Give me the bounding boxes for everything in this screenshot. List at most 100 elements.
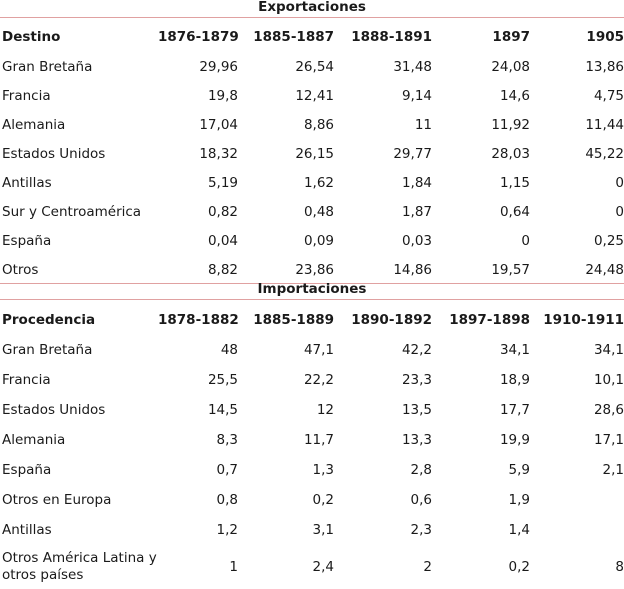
imports-top-rule — [0, 283, 624, 284]
row-label: Sur y Centroamérica — [2, 203, 142, 220]
exports-row-antillas: Antillas 5,19 1,62 1,84 1,15 0 — [0, 168, 624, 197]
exports-row-estados-unidos: Estados Unidos 18,32 26,15 29,77 28,03 4… — [0, 139, 624, 168]
cell-value — [530, 485, 624, 515]
cell-value: 1,2 — [216, 522, 238, 538]
cell-value: 12 — [316, 402, 334, 418]
imports-row-gran-bretana: Gran Bretaña 48 47,1 42,2 34,1 34,1 — [0, 335, 624, 365]
exports-title: Exportaciones — [258, 0, 366, 15]
cell-value: 17,04 — [199, 116, 238, 133]
exports-header-period-4: 1897 — [492, 29, 530, 45]
cell-value: 0 — [615, 203, 624, 220]
cell-value: 18,9 — [499, 372, 530, 388]
imports-title: Importaciones — [257, 281, 367, 297]
cell-value: 0,48 — [303, 203, 334, 220]
cell-value: 0,2 — [312, 492, 334, 508]
cell-value: 1,4 — [508, 522, 530, 538]
row-label: Alemania — [2, 432, 66, 448]
cell-value: 26,15 — [295, 145, 334, 162]
cell-value: 34,1 — [593, 342, 624, 358]
cell-value: 13,5 — [401, 402, 432, 418]
cell-value: 4,75 — [593, 87, 624, 104]
cell-value: 31,48 — [393, 58, 432, 75]
exports-header-row: Destino 1876-1879 1885-1887 1888-1891 18… — [0, 22, 624, 52]
cell-value: 12,41 — [295, 87, 334, 104]
cell-value: 0,82 — [207, 203, 238, 220]
imports-header-period-5: 1910-1911 — [543, 312, 624, 328]
imports-row-antillas: Antillas 1,2 3,1 2,3 1,4 — [0, 515, 624, 545]
row-label: España — [2, 462, 52, 478]
imports-header-period-4: 1897-1898 — [449, 312, 530, 328]
cell-value: 0 — [615, 174, 624, 191]
exports-top-rule — [0, 17, 624, 18]
cell-value: 8,3 — [216, 432, 238, 448]
row-label: Antillas — [2, 522, 52, 538]
cell-value: 2,1 — [602, 462, 624, 478]
cell-value: 11,92 — [491, 116, 530, 133]
cell-value: 11,7 — [303, 432, 334, 448]
cell-value: 5,19 — [207, 174, 238, 191]
cell-value: 1,3 — [312, 462, 334, 478]
exports-header-period-5: 1905 — [586, 29, 624, 45]
row-label: Otros — [2, 261, 39, 278]
cell-value: 22,2 — [303, 372, 334, 388]
cell-value: 8 — [615, 559, 624, 575]
cell-value: 14,5 — [207, 402, 238, 418]
exports-row-gran-bretana: Gran Bretaña 29,96 26,54 31,48 24,08 13,… — [0, 52, 624, 81]
row-label: Gran Bretaña — [2, 58, 93, 75]
cell-value: 1,15 — [499, 174, 530, 191]
cell-value: 13,86 — [585, 58, 624, 75]
exports-header-period-1: 1876-1879 — [158, 29, 239, 45]
cell-value: 18,32 — [199, 145, 238, 162]
cell-value: 34,1 — [499, 342, 530, 358]
cell-value: 23,86 — [295, 261, 334, 278]
imports-title-rule — [0, 299, 624, 300]
cell-value: 28,03 — [491, 145, 530, 162]
cell-value: 0,2 — [508, 559, 530, 575]
imports-table: Procedencia 1878-1882 1885-1889 1890-189… — [0, 305, 624, 589]
exports-row-sur-centroamerica: Sur y Centroamérica 0,82 0,48 1,87 0,64 … — [0, 197, 624, 226]
cell-value: 29,77 — [393, 145, 432, 162]
cell-value: 1,84 — [401, 174, 432, 191]
exports-header-destino: Destino — [2, 29, 61, 45]
cell-value: 17,7 — [499, 402, 530, 418]
imports-header-period-3: 1890-1892 — [351, 312, 432, 328]
cell-value: 26,54 — [295, 58, 334, 75]
cell-value: 19,8 — [207, 87, 238, 104]
cell-value: 47,1 — [303, 342, 334, 358]
row-label: Gran Bretaña — [2, 342, 93, 358]
cell-value: 24,48 — [585, 261, 624, 278]
cell-value: 17,1 — [593, 432, 624, 448]
imports-header-period-2: 1885-1889 — [253, 312, 334, 328]
cell-value — [530, 515, 624, 545]
cell-value: 19,9 — [499, 432, 530, 448]
row-label: Estados Unidos — [2, 145, 106, 162]
cell-value: 19,57 — [491, 261, 530, 278]
exports-row-alemania: Alemania 17,04 8,86 11 11,92 11,44 — [0, 110, 624, 139]
row-label: Antillas — [2, 174, 52, 191]
cell-value: 2 — [423, 559, 432, 575]
cell-value: 0,7 — [216, 462, 238, 478]
row-label: Francia — [2, 87, 51, 104]
exports-header-period-2: 1885-1887 — [253, 29, 334, 45]
row-label: Alemania — [2, 116, 66, 133]
cell-value: 2,3 — [410, 522, 432, 538]
cell-value: 25,5 — [207, 372, 238, 388]
cell-value: 0,8 — [216, 492, 238, 508]
imports-header-procedencia: Procedencia — [2, 312, 96, 328]
cell-value: 1 — [229, 559, 238, 575]
exports-table: Destino 1876-1879 1885-1887 1888-1891 18… — [0, 22, 624, 284]
cell-value: 45,22 — [585, 145, 624, 162]
exports-row-otros: Otros 8,82 23,86 14,86 19,57 24,48 — [0, 255, 624, 284]
cell-value: 11,44 — [585, 116, 624, 133]
imports-row-otros-america-latina: Otros América Latina y otros países 1 2,… — [0, 545, 624, 589]
row-label: Estados Unidos — [2, 402, 106, 418]
cell-value: 5,9 — [508, 462, 530, 478]
row-label: España — [2, 232, 52, 249]
cell-value: 0,64 — [499, 203, 530, 220]
cell-value: 48 — [220, 342, 238, 358]
cell-value: 8,82 — [207, 261, 238, 278]
cell-value: 13,3 — [401, 432, 432, 448]
cell-value: 2,8 — [410, 462, 432, 478]
cell-value: 0 — [521, 232, 530, 249]
row-label: Otros en Europa — [2, 492, 112, 508]
